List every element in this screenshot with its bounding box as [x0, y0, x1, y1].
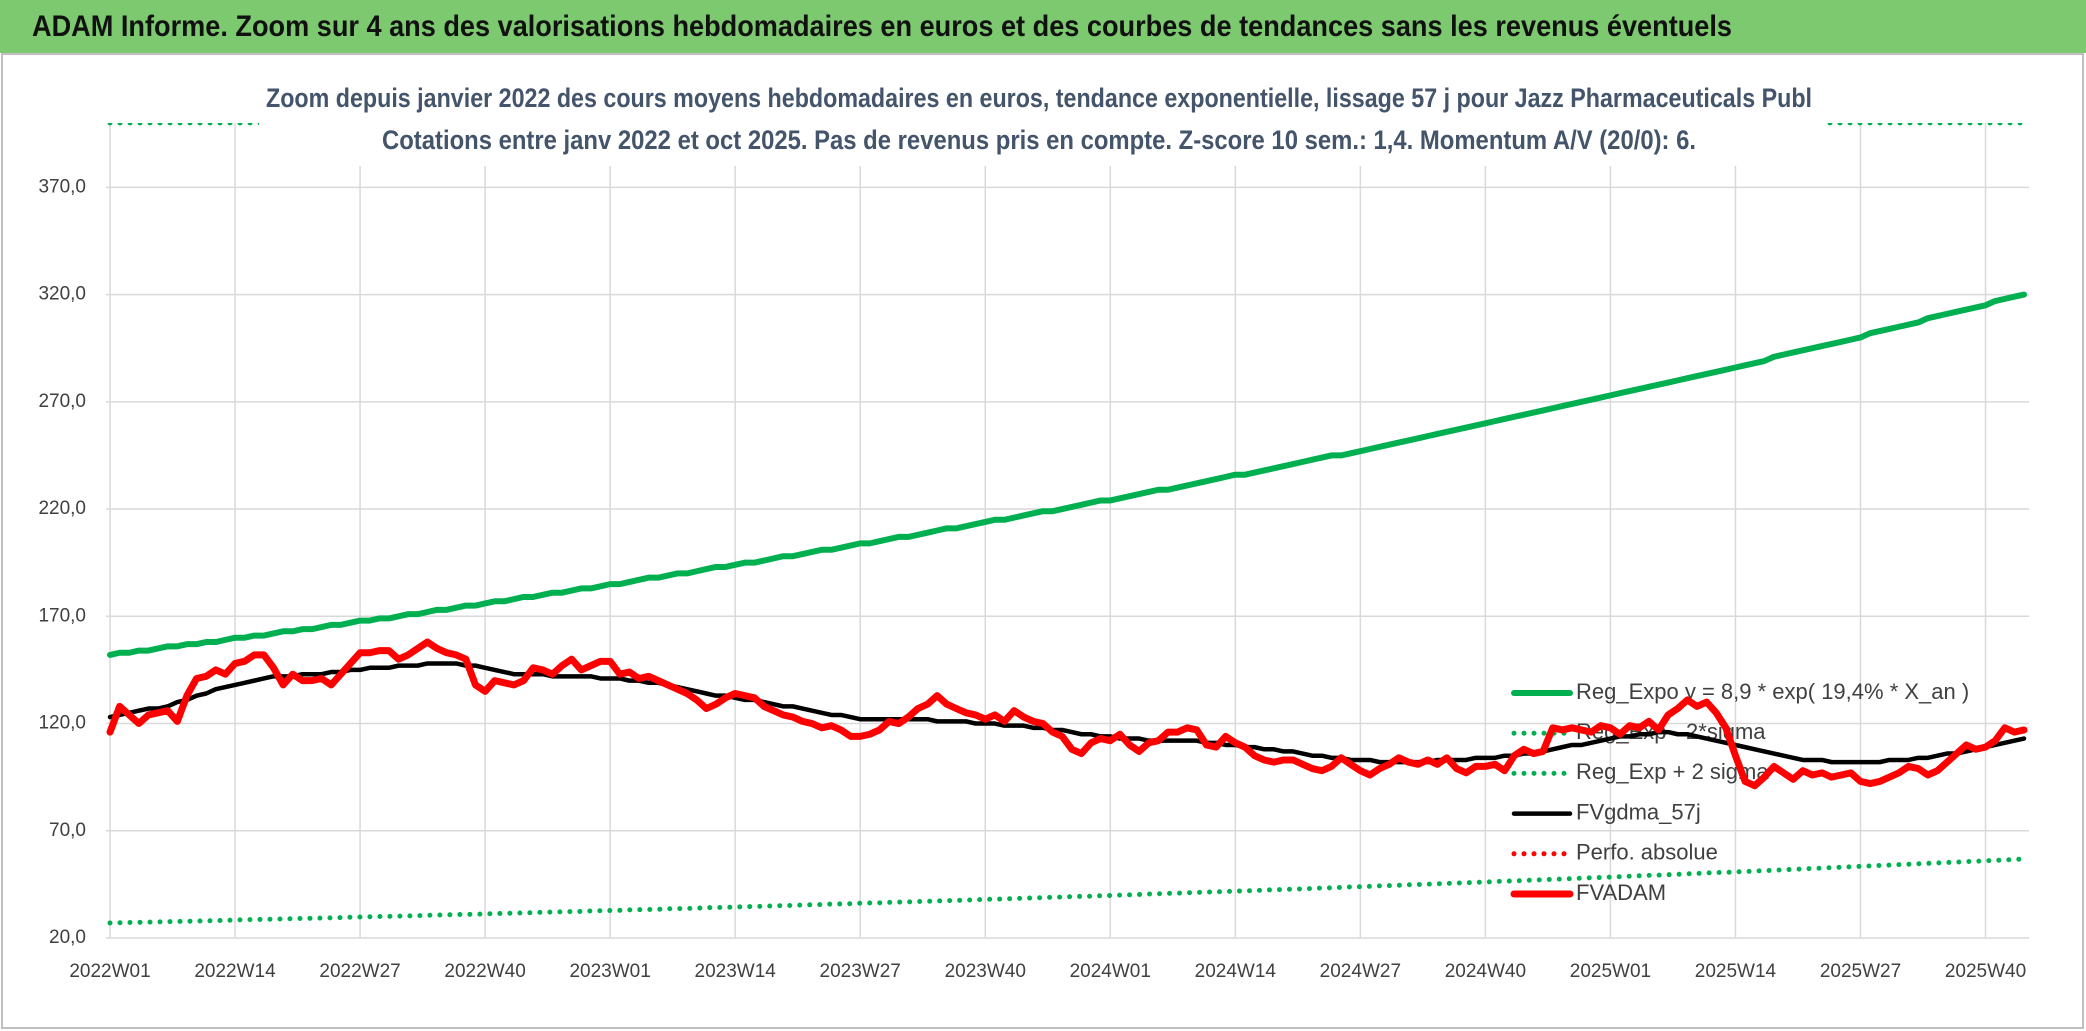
title-background [259, 80, 1823, 166]
y-tick-label: 220,0 [38, 498, 86, 519]
y-tick-label: 370,0 [38, 176, 86, 197]
y-tick-label: 120,0 [38, 713, 86, 734]
x-tick-label: 2024W40 [1445, 961, 1526, 982]
y-tick-label: 70,0 [49, 820, 86, 841]
y-tick-label: 170,0 [38, 605, 86, 626]
x-tick-label: 2023W14 [695, 961, 777, 982]
legend-label: FVADAM [1576, 880, 1666, 905]
x-tick-label: 2024W01 [1070, 961, 1151, 982]
legend-label: FVgdma_57j [1576, 799, 1701, 824]
header-bar [0, 0, 2086, 53]
x-tick-label: 2023W40 [945, 961, 1026, 982]
series-line [107, 856, 2027, 926]
x-tick-label: 2024W27 [1320, 961, 1401, 982]
x-tick-label: 2022W14 [194, 961, 276, 982]
y-tick-label: 20,0 [49, 927, 86, 948]
x-tick-label: 2023W01 [569, 961, 650, 982]
y-tick-label: 320,0 [38, 284, 86, 305]
legend-label: Perfo. absolue [1576, 840, 1718, 865]
chart-subtitle: Cotations entre janv 2022 et oct 2025. P… [382, 125, 1696, 155]
x-tick-label: 2025W14 [1695, 961, 1777, 982]
series-line [106, 638, 2028, 790]
chart-frame [1, 53, 2084, 1029]
header-title: ADAM Informe. Zoom sur 4 ans des valoris… [32, 10, 1732, 43]
x-tick-label: 2022W40 [444, 961, 525, 982]
series-line [107, 661, 2027, 765]
x-tick-label: 2022W01 [69, 961, 150, 982]
x-tick-label: 2024W14 [1195, 961, 1277, 982]
series-line [107, 291, 2027, 658]
x-tick-label: 2025W27 [1820, 961, 1901, 982]
x-tick-label: 2025W40 [1945, 961, 2026, 982]
chart-title: Zoom depuis janvier 2022 des cours moyen… [266, 83, 1812, 113]
x-tick-label: 2025W01 [1570, 961, 1651, 982]
y-tick-label: 270,0 [38, 391, 86, 412]
x-tick-label: 2023W27 [820, 961, 901, 982]
legend-label: Reg_Expo y = 8,9 * exp( 19,4% * X_an ) [1576, 679, 1969, 704]
x-tick-label: 2022W27 [319, 961, 400, 982]
